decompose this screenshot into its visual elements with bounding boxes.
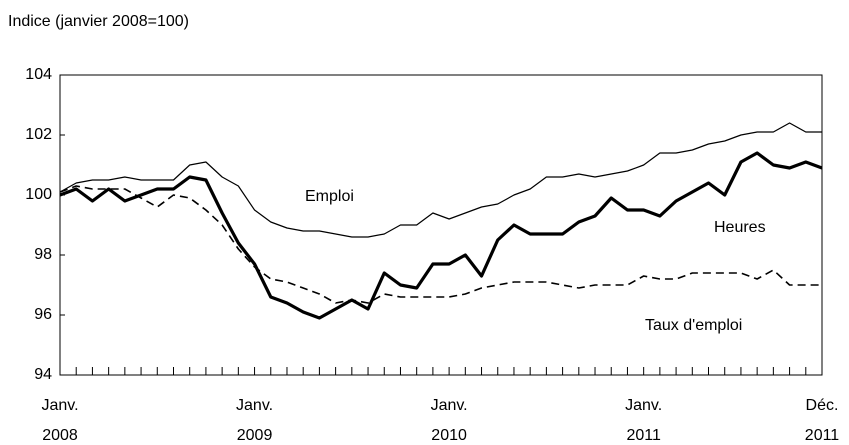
series-label: Emploi (305, 188, 354, 205)
chart-title: Indice (janvier 2008=100) (8, 13, 189, 30)
plot-frame (59, 74, 823, 376)
y-tick-label: 94 (34, 366, 52, 383)
line-series (59, 151, 823, 320)
y-tick-label: 98 (34, 246, 52, 263)
x-tick-label: Déc. 2011 (804, 397, 840, 444)
line-series (59, 122, 822, 238)
x-tick-label: Janv. 2008 (41, 397, 79, 444)
x-tick-label: Janv. 2010 (430, 397, 468, 444)
x-tick-label: Janv. 2009 (236, 397, 274, 444)
series-label: Heures (714, 219, 766, 236)
y-tick-label: 96 (34, 306, 52, 323)
x-tick-label: Janv. 2011 (625, 397, 663, 444)
y-tick-label: 100 (25, 186, 52, 203)
y-tick-label: 104 (25, 66, 52, 83)
series-label: Taux d'emploi (645, 317, 742, 334)
line-series (59, 185, 822, 304)
y-tick-label: 102 (25, 126, 52, 143)
